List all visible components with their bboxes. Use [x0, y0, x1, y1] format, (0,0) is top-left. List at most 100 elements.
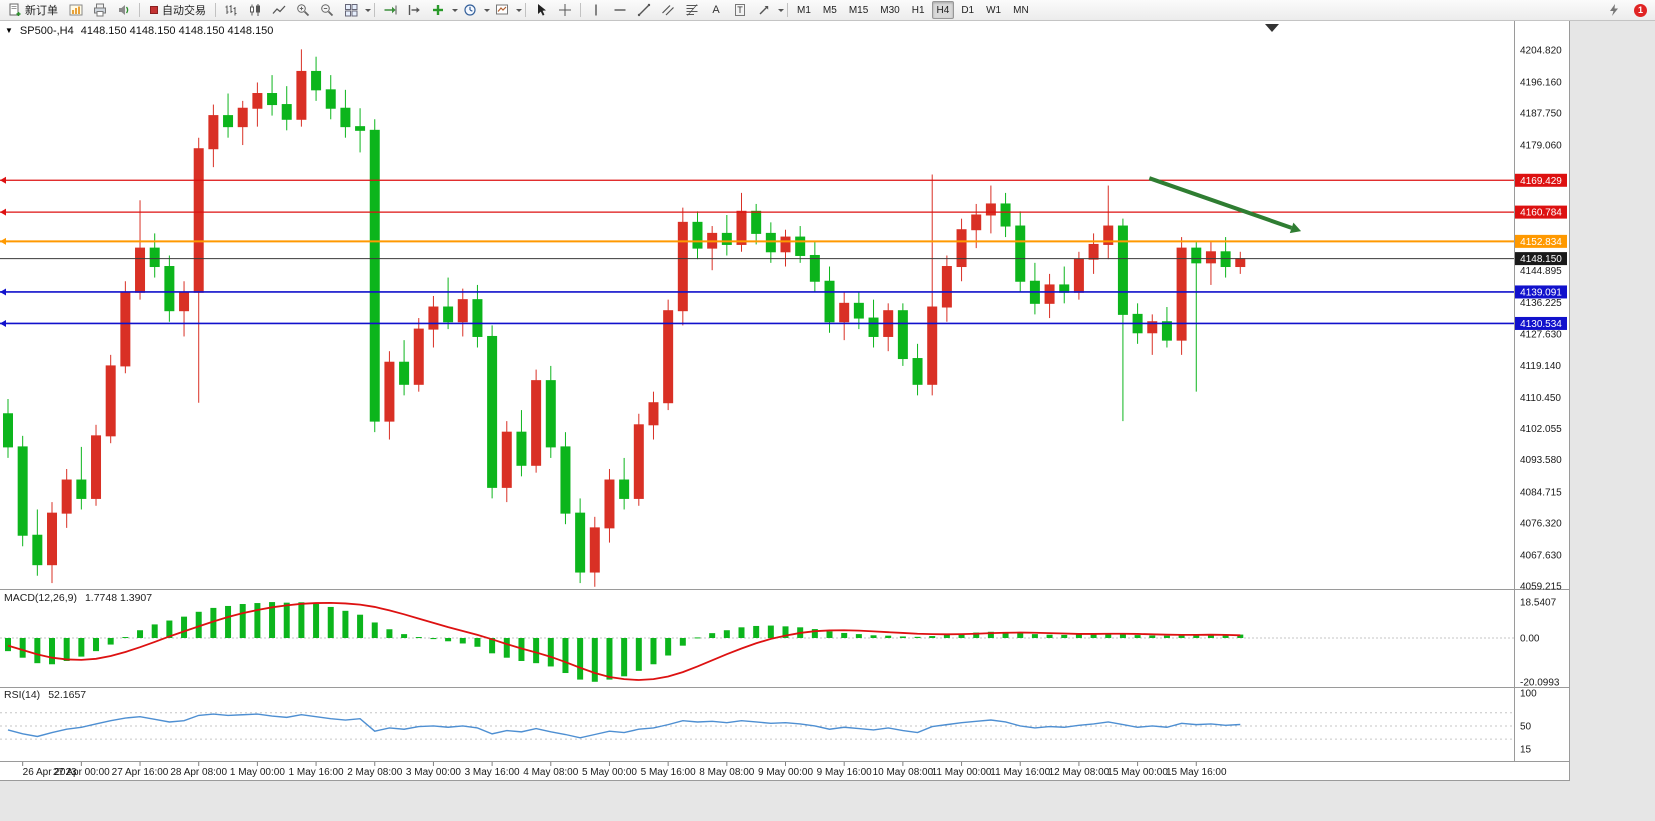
zoom-out-icon[interactable]	[315, 0, 339, 20]
templates-dropdown-icon[interactable]	[516, 8, 522, 12]
svg-text:4139.091: 4139.091	[1520, 287, 1562, 298]
notification-count-badge[interactable]: 1	[1634, 3, 1647, 17]
svg-text:3 May 00:00: 3 May 00:00	[406, 767, 461, 778]
candle-body	[677, 221, 688, 312]
chart-shift-marker[interactable]	[1265, 24, 1279, 32]
candle-body	[457, 299, 468, 323]
level-left-marker	[0, 208, 6, 216]
new-chart-icon[interactable]	[64, 0, 88, 20]
trend-arrow-head	[1289, 222, 1302, 234]
timeframe-w1-button[interactable]: W1	[981, 1, 1006, 19]
chart-canvas[interactable]: 4204.820 4196.160 4187.750 4179.060 4144.895…	[0, 21, 1569, 780]
candle-body	[1235, 258, 1246, 268]
svg-text:4204.820: 4204.820	[1520, 46, 1562, 57]
svg-text:4144.895: 4144.895	[1520, 266, 1562, 277]
chart-symbol-period: SP500-,H4	[19, 25, 74, 37]
svg-text:4130.534: 4130.534	[1520, 319, 1562, 330]
vertical-line-tool-icon[interactable]	[584, 0, 608, 20]
candle-body	[208, 115, 219, 150]
timeframe-label: M5	[822, 4, 837, 16]
tile-windows-dropdown-icon[interactable]	[365, 8, 371, 12]
svg-text:1 May 16:00: 1 May 16:00	[289, 767, 344, 778]
svg-text:4196.160: 4196.160	[1520, 77, 1562, 88]
chart-window[interactable]: 4204.820 4196.160 4187.750 4179.060 4144.895…	[0, 21, 1570, 781]
timeframe-m5-button[interactable]: M5	[818, 1, 842, 19]
candle-body	[1073, 258, 1084, 293]
svg-text:28 Apr 08:00: 28 Apr 08:00	[170, 767, 227, 778]
trend-arrow[interactable]	[1148, 176, 1293, 230]
candle-body	[1000, 203, 1011, 227]
text-tool-icon[interactable]: A	[704, 0, 728, 20]
chart-shift-icon[interactable]	[402, 0, 426, 20]
svg-text:4093.580: 4093.580	[1520, 455, 1562, 466]
candle-body	[1015, 225, 1026, 282]
candlestick-chart-type-icon[interactable]	[243, 0, 267, 20]
price-axis[interactable]: 4204.820 4196.160 4187.750 4179.060 4144.895…	[1520, 46, 1562, 593]
chart-header: ▼ SP500-,H4 4148.150 4148.150 4148.150 4…	[5, 25, 273, 37]
candle-body	[1205, 251, 1216, 264]
periods-icon[interactable]	[458, 0, 482, 20]
symbol-expand-icon[interactable]: ▼	[5, 26, 13, 35]
auto-scroll-icon[interactable]	[378, 0, 402, 20]
candle-body	[17, 446, 28, 536]
candle-body	[765, 232, 776, 253]
candle-body	[399, 361, 410, 385]
candle-body	[545, 380, 556, 448]
candle-body	[340, 107, 351, 128]
toolbar-separator	[374, 3, 375, 17]
candle-body	[956, 229, 967, 268]
arrows-tool-icon[interactable]	[752, 0, 776, 20]
candle-body	[853, 302, 864, 319]
svg-text:26 Apr 2023: 26 Apr 2023	[23, 767, 77, 778]
new-order-button[interactable]: 新订单	[2, 0, 64, 20]
svg-text:4076.320: 4076.320	[1520, 519, 1562, 530]
notifications-bolt-icon[interactable]	[1602, 0, 1626, 20]
candle-body	[267, 93, 278, 106]
cursor-icon[interactable]	[529, 0, 553, 20]
arrows-dropdown-icon[interactable]	[778, 8, 784, 12]
line-chart-type-icon[interactable]	[267, 0, 291, 20]
candle-body	[531, 380, 542, 466]
timeframe-h4-button[interactable]: H4	[931, 1, 955, 19]
candle-body	[1220, 251, 1231, 268]
timeframe-h1-button[interactable]: H1	[907, 1, 930, 19]
candle-body	[1161, 321, 1172, 341]
autotrading-button[interactable]: 自动交易	[143, 0, 212, 20]
timeframe-m15-button[interactable]: M15	[844, 1, 873, 19]
periods-dropdown-icon[interactable]	[484, 8, 490, 12]
timeframe-d1-button[interactable]: D1	[956, 1, 979, 19]
svg-text:100: 100	[1520, 689, 1537, 700]
indicators-icon[interactable]	[426, 0, 450, 20]
timeframe-m1-button[interactable]: M1	[792, 1, 816, 19]
autotrading-status-icon	[150, 6, 158, 14]
crosshair-icon[interactable]	[553, 0, 577, 20]
channel-tool-icon[interactable]	[656, 0, 680, 20]
horizontal-line-tool-icon[interactable]	[608, 0, 632, 20]
svg-text:11 May 16:00: 11 May 16:00	[990, 767, 1050, 778]
tile-windows-icon[interactable]	[339, 0, 363, 20]
candle-body	[61, 479, 72, 514]
candle-body	[589, 527, 600, 573]
level-left-marker	[0, 237, 6, 245]
timeframe-m30-button[interactable]: M30	[875, 1, 904, 19]
candle-body	[809, 254, 820, 282]
candle-body	[1103, 225, 1114, 245]
timeframe-mn-button[interactable]: MN	[1008, 1, 1034, 19]
indicators-dropdown-icon[interactable]	[452, 8, 458, 12]
svg-text:50: 50	[1520, 722, 1532, 733]
print-icon[interactable]	[88, 0, 112, 20]
fibonacci-tool-icon[interactable]	[680, 0, 704, 20]
templates-icon[interactable]	[490, 0, 514, 20]
macd-indicator-name: MACD(12,26,9)	[4, 592, 77, 604]
candle-body	[237, 107, 248, 128]
bar-chart-type-icon[interactable]	[219, 0, 243, 20]
svg-text:9 May 00:00: 9 May 00:00	[758, 767, 813, 778]
trendline-tool-icon[interactable]	[632, 0, 656, 20]
zoom-in-icon[interactable]	[291, 0, 315, 20]
svg-text:2 May 08:00: 2 May 08:00	[347, 767, 402, 778]
text-label-tool-icon[interactable]: T	[728, 0, 752, 20]
sound-alert-icon[interactable]	[112, 0, 136, 20]
candle-body	[633, 424, 644, 499]
